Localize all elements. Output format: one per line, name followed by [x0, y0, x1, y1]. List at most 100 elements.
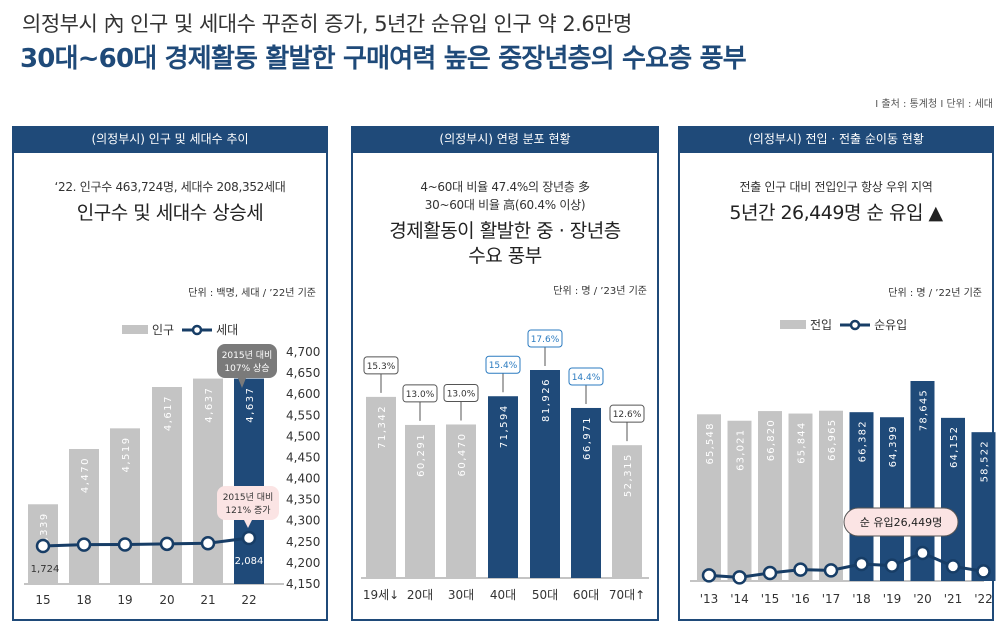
callout-top-box	[217, 344, 277, 378]
bar-value-label: 4,519	[121, 436, 132, 472]
legend-line-label: 세대	[216, 323, 239, 337]
panel-headline-1: 경제활동이 활발한 중 · 장년층	[389, 220, 621, 242]
line-point	[241, 530, 257, 546]
legend-bar-label: 인구	[152, 323, 175, 337]
line-point	[945, 559, 961, 574]
line-value-label: 2,084	[235, 556, 264, 567]
bar	[405, 424, 435, 578]
unit-note: 단위 : 백명, 세대 / ’22년 기준	[188, 288, 316, 299]
line-point	[159, 536, 175, 552]
y-tick-label: 4,300	[286, 514, 320, 528]
bar	[366, 396, 396, 578]
x-tick-label: 50대	[532, 588, 558, 602]
percent-label: 15.3%	[367, 362, 396, 372]
x-tick-label: 30대	[448, 588, 474, 602]
callout-top-line2: 107% 상승	[224, 363, 269, 374]
bar	[446, 424, 476, 578]
bar-value-label: 4,637	[204, 387, 215, 423]
bar	[488, 396, 518, 578]
bar-value-label: 58,522	[980, 440, 991, 482]
bar-value-label: 60,291	[416, 433, 427, 477]
callout-label: 순 유입26,449명	[860, 516, 942, 529]
callout-bottom-line2: 121% 증가	[225, 505, 270, 516]
x-tick-label: 21	[200, 593, 215, 607]
panel-subtitle: ‘22. 인구수 463,724명, 세대수 208,352세대	[54, 180, 286, 194]
bar	[941, 417, 965, 581]
line-point	[793, 562, 808, 577]
x-tick-label: '18	[852, 592, 871, 606]
panel-subtitle-2: 30~60대 비율 高(60.4% 이상)	[424, 198, 586, 212]
x-tick-label: 19	[117, 593, 132, 607]
x-tick-label: 60대	[573, 588, 599, 602]
legend-bar-label: 전입	[810, 318, 833, 332]
y-tick-label: 4,500	[286, 429, 320, 443]
x-tick-label: '16	[791, 592, 810, 606]
bar-value-label: 78,645	[919, 389, 930, 431]
page-title-line2: 30대~60대 경제활동 활발한 구매여력 높은 중장년층의 수요층 풍부	[20, 44, 747, 74]
line-point	[117, 537, 133, 552]
callout-top-pointer	[238, 378, 246, 388]
panel-header: (의정부시) 연령 분포 현황	[351, 126, 659, 153]
panel-headline: 인구수 및 세대수 상승세	[76, 202, 264, 224]
bar-value-label: 71,594	[499, 404, 510, 448]
population-chart: 4,700 4,650 4,600 4,550 4,500 4,450 4,400 4,350…	[24, 344, 320, 607]
panel-header: (의정부시) 인구 및 세대수 추이	[12, 126, 328, 153]
migration-chart: 65,548 '13 63,021 '14 66,820 '15 65,844 '16 66,9…	[690, 381, 996, 606]
bar	[880, 417, 904, 581]
percent-badge	[443, 383, 479, 402]
percent-label: 15.4%	[489, 361, 518, 371]
x-tick-label: 20대	[407, 588, 433, 602]
x-tick-label: 18	[76, 593, 91, 607]
percent-badge	[609, 404, 645, 423]
x-tick-label: '19	[883, 592, 902, 606]
bar-value-label: 4,339	[39, 512, 50, 548]
bar	[234, 378, 264, 584]
series-line-net-inflow	[708, 551, 984, 579]
bar	[612, 445, 642, 578]
callout-top-line1: 2015년 대비	[222, 350, 273, 361]
bar	[530, 370, 560, 578]
callout-bottom-pointer	[244, 520, 252, 528]
bar-value-label: 66,971	[582, 416, 593, 460]
line-point	[200, 535, 216, 551]
bar-value-label: 71,342	[377, 405, 388, 449]
source-note: I 출처 : 통계청 I 단위 : 세대	[875, 99, 993, 110]
y-tick-label: 4,200	[286, 556, 320, 570]
bar-value-label: 60,470	[457, 432, 468, 476]
bar	[571, 407, 601, 578]
migration-panel: (의정부시) 전입 · 전출 순이동 현황 전출 인구 대비 전입인구 항상 우…	[678, 126, 996, 621]
line-value-label: 1,724	[31, 564, 60, 575]
x-tick-label: 19세↓	[363, 588, 399, 602]
legend-line-label: 순유입	[874, 318, 908, 332]
bar	[727, 420, 752, 581]
chart-legend: 인구 세대	[122, 321, 238, 338]
bar-value-label: 4,470	[80, 457, 91, 493]
age-chart: 71,342 19세↓ 15.3% 60,291 20대 13.0% 60,470 30대 13…	[361, 329, 649, 602]
unit-note: 단위 : 명 / ’22년 기준	[888, 288, 982, 299]
y-tick-label: 4,450	[286, 450, 320, 464]
bar-value-label: 64,399	[888, 425, 899, 467]
y-tick-label: 4,550	[286, 408, 320, 422]
panel-subtitle: 전출 인구 대비 전입인구 항상 우위 지역	[739, 180, 933, 194]
bar	[758, 411, 782, 581]
x-tick-label: '21	[944, 592, 963, 606]
x-tick-label: 40대	[490, 588, 516, 602]
bar-value-label: 4,617	[163, 395, 174, 431]
line-point	[732, 570, 747, 585]
page-title-line1: 의정부시 內 인구 및 세대수 꾸준히 증가, 5년간 순유입 인구 약 2.6…	[22, 12, 632, 36]
x-tick-label: '14	[730, 592, 749, 606]
y-tick-label: 4,700	[286, 345, 320, 359]
legend-line-swatch	[182, 324, 213, 335]
x-tick-label: '13	[700, 592, 719, 606]
x-tick-label: '22	[974, 592, 993, 606]
line-point	[884, 558, 900, 573]
x-tick-label: 15	[35, 593, 50, 607]
y-tick-label: 4,350	[286, 493, 320, 507]
panel-headline-2: 수요 풍부	[468, 245, 542, 267]
bar-value-label: 65,548	[705, 422, 716, 464]
bar-value-label: 64,152	[949, 426, 960, 468]
bar	[971, 432, 996, 581]
percent-badge	[363, 356, 399, 375]
percent-label: 14.4%	[572, 373, 601, 383]
percent-label: 13.0%	[406, 390, 435, 400]
